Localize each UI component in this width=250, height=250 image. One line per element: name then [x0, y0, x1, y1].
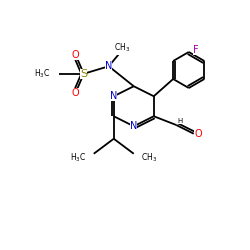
Text: H$_3$C: H$_3$C — [34, 68, 51, 80]
Text: H: H — [177, 118, 182, 124]
Text: N: N — [130, 121, 138, 131]
Text: N: N — [110, 91, 118, 101]
Text: N: N — [105, 61, 112, 71]
Text: CH$_3$: CH$_3$ — [141, 151, 158, 164]
Text: O: O — [71, 88, 79, 98]
Text: O: O — [71, 50, 79, 60]
Text: H$_3$C: H$_3$C — [70, 151, 86, 164]
Text: CH$_3$: CH$_3$ — [114, 42, 130, 54]
Text: F: F — [194, 45, 199, 55]
Text: O: O — [194, 129, 202, 139]
Text: S: S — [80, 69, 87, 79]
